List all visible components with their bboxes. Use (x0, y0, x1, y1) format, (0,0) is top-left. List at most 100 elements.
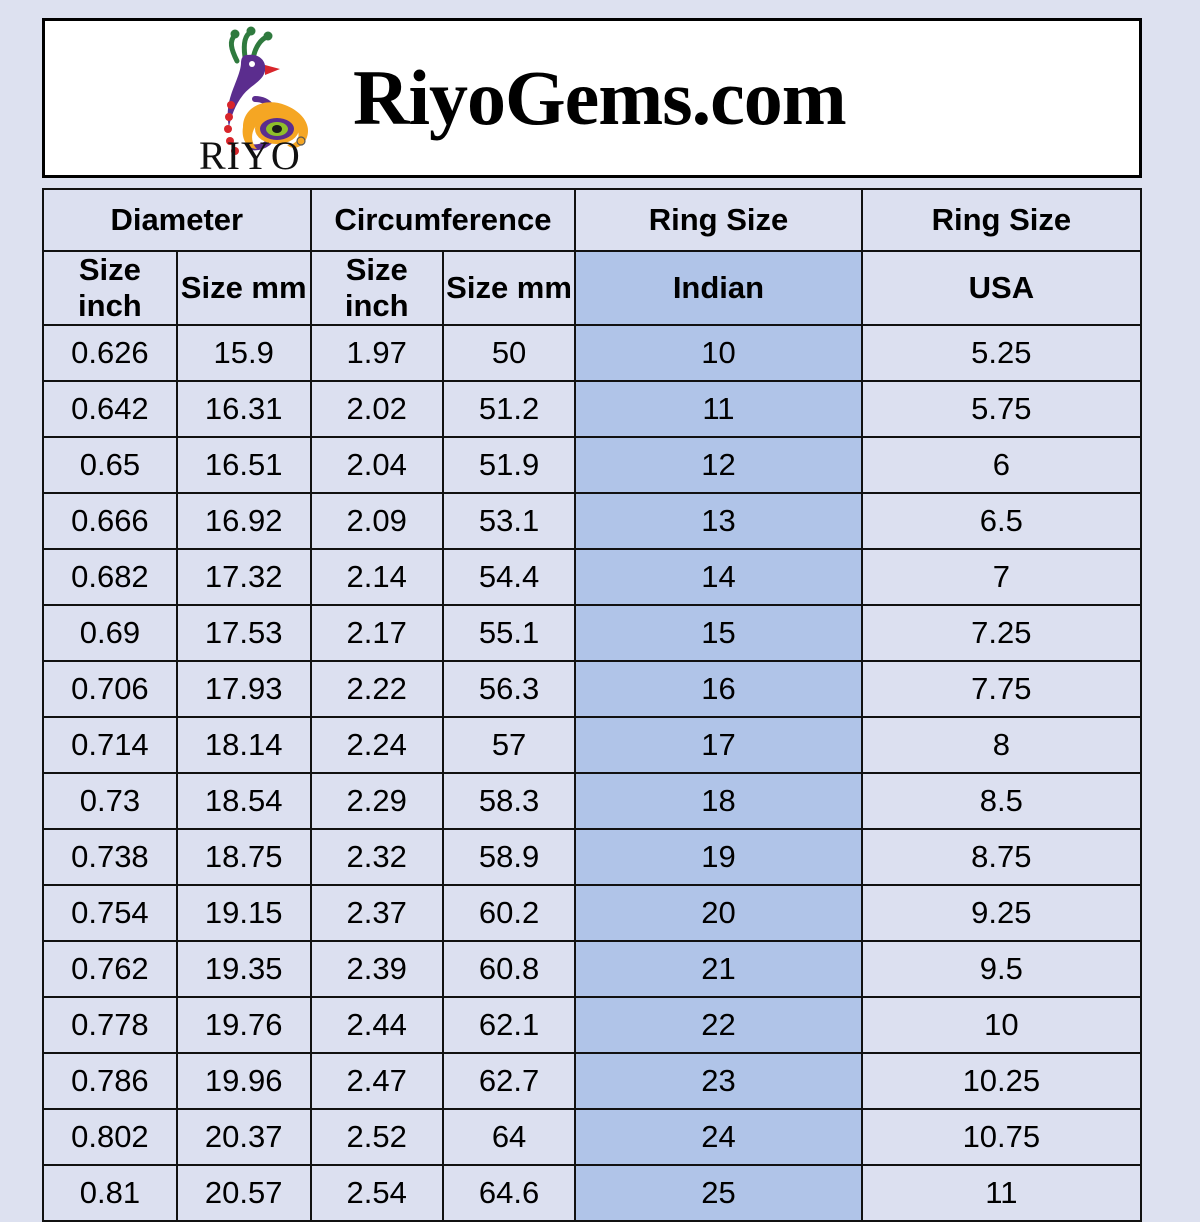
cell-ring-size-indian: 18 (574, 772, 863, 830)
cell-ring-size-indian: 22 (574, 996, 863, 1054)
table-row: 0.682 17.32 2.14 54.4 14 7 (42, 548, 1143, 606)
group-header-ring-size-usa: Ring Size (860, 188, 1143, 252)
sub-header-circumference-mm: Size mm (441, 250, 577, 326)
cell-ring-size-indian: 17 (574, 716, 863, 774)
group-header-circumference: Circumference (309, 188, 577, 252)
cell-diameter-inch: 0.642 (42, 380, 178, 438)
table-row: 0.642 16.31 2.02 51.2 11 5.75 (42, 380, 1143, 438)
cell-diameter-inch: 0.778 (42, 996, 178, 1054)
cell-diameter-inch: 0.65 (42, 436, 178, 494)
group-header-row: Diameter Circumference Ring Size Ring Si… (42, 188, 1143, 252)
cell-diameter-inch: 0.69 (42, 604, 178, 662)
cell-circumference-inch: 2.17 (309, 604, 444, 662)
cell-circumference-mm: 51.9 (441, 436, 577, 494)
cell-ring-size-indian: 14 (574, 548, 863, 606)
cell-circumference-mm: 51.2 (441, 380, 577, 438)
table-row: 0.81 20.57 2.54 64.6 25 11 (42, 1164, 1143, 1222)
table-row: 0.802 20.37 2.52 64 24 10.75 (42, 1108, 1143, 1166)
cell-diameter-inch: 0.802 (42, 1108, 178, 1166)
cell-ring-size-indian: 19 (574, 828, 863, 886)
cell-diameter-mm: 20.57 (175, 1164, 312, 1222)
cell-ring-size-indian: 24 (574, 1108, 863, 1166)
table-row: 0.786 19.96 2.47 62.7 23 10.25 (42, 1052, 1143, 1110)
cell-circumference-mm: 64.6 (441, 1164, 577, 1222)
cell-circumference-inch: 2.22 (309, 660, 444, 718)
cell-circumference-mm: 58.3 (441, 772, 577, 830)
cell-diameter-mm: 15.9 (175, 324, 312, 382)
cell-ring-size-indian: 25 (574, 1164, 863, 1222)
cell-circumference-mm: 60.8 (441, 940, 577, 998)
cell-circumference-mm: 62.1 (441, 996, 577, 1054)
cell-circumference-mm: 53.1 (441, 492, 577, 550)
table-row: 0.714 18.14 2.24 57 17 8 (42, 716, 1143, 774)
cell-diameter-mm: 16.92 (175, 492, 312, 550)
cell-circumference-inch: 2.14 (309, 548, 444, 606)
cell-ring-size-usa: 5.75 (860, 380, 1143, 438)
cell-circumference-mm: 58.9 (441, 828, 577, 886)
cell-ring-size-usa: 9.5 (860, 940, 1143, 998)
cell-diameter-mm: 17.32 (175, 548, 312, 606)
cell-circumference-inch: 2.29 (309, 772, 444, 830)
cell-diameter-mm: 17.53 (175, 604, 312, 662)
cell-ring-size-indian: 20 (574, 884, 863, 942)
cell-circumference-inch: 2.09 (309, 492, 444, 550)
cell-diameter-mm: 19.15 (175, 884, 312, 942)
cell-diameter-inch: 0.706 (42, 660, 178, 718)
table-row: 0.626 15.9 1.97 50 10 5.25 (42, 324, 1143, 382)
sub-header-indian: Indian (574, 250, 863, 326)
group-header-ring-size-indian: Ring Size (574, 188, 863, 252)
cell-ring-size-indian: 10 (574, 324, 863, 382)
cell-diameter-inch: 0.738 (42, 828, 178, 886)
cell-diameter-mm: 19.35 (175, 940, 312, 998)
cell-ring-size-indian: 16 (574, 660, 863, 718)
table-row: 0.73 18.54 2.29 58.3 18 8.5 (42, 772, 1143, 830)
table-row: 0.706 17.93 2.22 56.3 16 7.75 (42, 660, 1143, 718)
table-row: 0.762 19.35 2.39 60.8 21 9.5 (42, 940, 1143, 998)
cell-diameter-inch: 0.714 (42, 716, 178, 774)
cell-circumference-inch: 2.04 (309, 436, 444, 494)
cell-diameter-inch: 0.682 (42, 548, 178, 606)
sub-header-diameter-inch: Size inch (42, 250, 178, 326)
cell-circumference-mm: 50 (441, 324, 577, 382)
cell-diameter-mm: 16.31 (175, 380, 312, 438)
cell-diameter-inch: 0.754 (42, 884, 178, 942)
cell-diameter-inch: 0.762 (42, 940, 178, 998)
cell-circumference-inch: 2.24 (309, 716, 444, 774)
sub-header-row: Size inch Size mm Size inch Size mm Indi… (42, 250, 1143, 326)
table-row: 0.65 16.51 2.04 51.9 12 6 (42, 436, 1143, 494)
cell-ring-size-indian: 21 (574, 940, 863, 998)
ring-size-table: Diameter Circumference Ring Size Ring Si… (42, 188, 1143, 1222)
cell-diameter-mm: 18.54 (175, 772, 312, 830)
cell-ring-size-usa: 7.75 (860, 660, 1143, 718)
table-row: 0.69 17.53 2.17 55.1 15 7.25 (42, 604, 1143, 662)
riyo-peacock-logo: RIYO (185, 23, 335, 173)
cell-circumference-inch: 2.52 (309, 1108, 444, 1166)
cell-ring-size-indian: 23 (574, 1052, 863, 1110)
sub-header-diameter-mm: Size mm (175, 250, 312, 326)
cell-circumference-mm: 60.2 (441, 884, 577, 942)
cell-diameter-mm: 17.93 (175, 660, 312, 718)
cell-diameter-mm: 18.14 (175, 716, 312, 774)
table-row: 0.738 18.75 2.32 58.9 19 8.75 (42, 828, 1143, 886)
cell-diameter-mm: 20.37 (175, 1108, 312, 1166)
cell-circumference-inch: 2.32 (309, 828, 444, 886)
cell-diameter-mm: 19.76 (175, 996, 312, 1054)
cell-ring-size-usa: 8.75 (860, 828, 1143, 886)
table-row: 0.778 19.76 2.44 62.1 22 10 (42, 996, 1143, 1054)
cell-ring-size-indian: 11 (574, 380, 863, 438)
cell-ring-size-usa: 6 (860, 436, 1143, 494)
cell-ring-size-indian: 15 (574, 604, 863, 662)
cell-ring-size-usa: 5.25 (860, 324, 1143, 382)
cell-ring-size-indian: 13 (574, 492, 863, 550)
cell-ring-size-usa: 7.25 (860, 604, 1143, 662)
cell-ring-size-usa: 10.75 (860, 1108, 1143, 1166)
cell-circumference-inch: 2.39 (309, 940, 444, 998)
cell-circumference-inch: 2.37 (309, 884, 444, 942)
cell-circumference-mm: 55.1 (441, 604, 577, 662)
brand-title: RiyoGems.com (353, 54, 847, 141)
svg-text:RIYO: RIYO (199, 133, 301, 173)
cell-circumference-inch: 2.54 (309, 1164, 444, 1222)
sub-header-usa: USA (860, 250, 1143, 326)
cell-ring-size-usa: 11 (860, 1164, 1143, 1222)
cell-circumference-mm: 57 (441, 716, 577, 774)
